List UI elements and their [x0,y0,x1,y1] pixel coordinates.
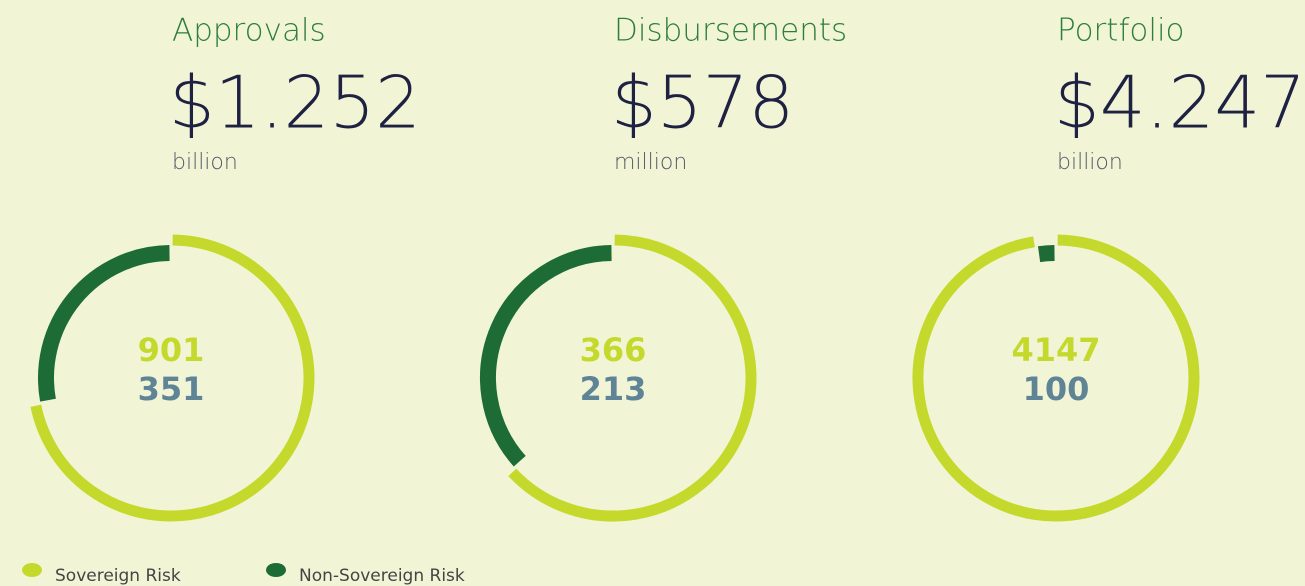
legend-label: Sovereign Risk [55,566,181,586]
donut-segment [912,234,1200,522]
panel-title: Disbursements [614,13,847,49]
panel-title: Portfolio [1057,13,1185,49]
center-value: 213 [580,370,647,408]
legend-marker [266,563,286,577]
panel-total: $1.252 [169,61,421,145]
center-value: 100 [1023,370,1090,408]
panel-unit: billion [1057,150,1123,175]
legend-label: Non-Sovereign Risk [299,566,465,586]
donut-segment [508,234,757,522]
panel-total: $578 [611,61,794,145]
panel-unit: billion [172,150,238,175]
donut-segment [30,234,315,522]
center-value: 4147 [1011,331,1100,369]
donut-segment [38,245,170,402]
center-value: 351 [138,370,205,408]
center-value: 366 [580,331,647,369]
donut-segment [1037,245,1055,263]
legend-marker [22,563,42,577]
center-value: 901 [138,331,205,369]
panel-unit: million [614,150,687,175]
panel-title: Approvals [172,13,326,49]
donut-segment [480,245,612,467]
panel-total: $4.247 [1054,61,1305,145]
